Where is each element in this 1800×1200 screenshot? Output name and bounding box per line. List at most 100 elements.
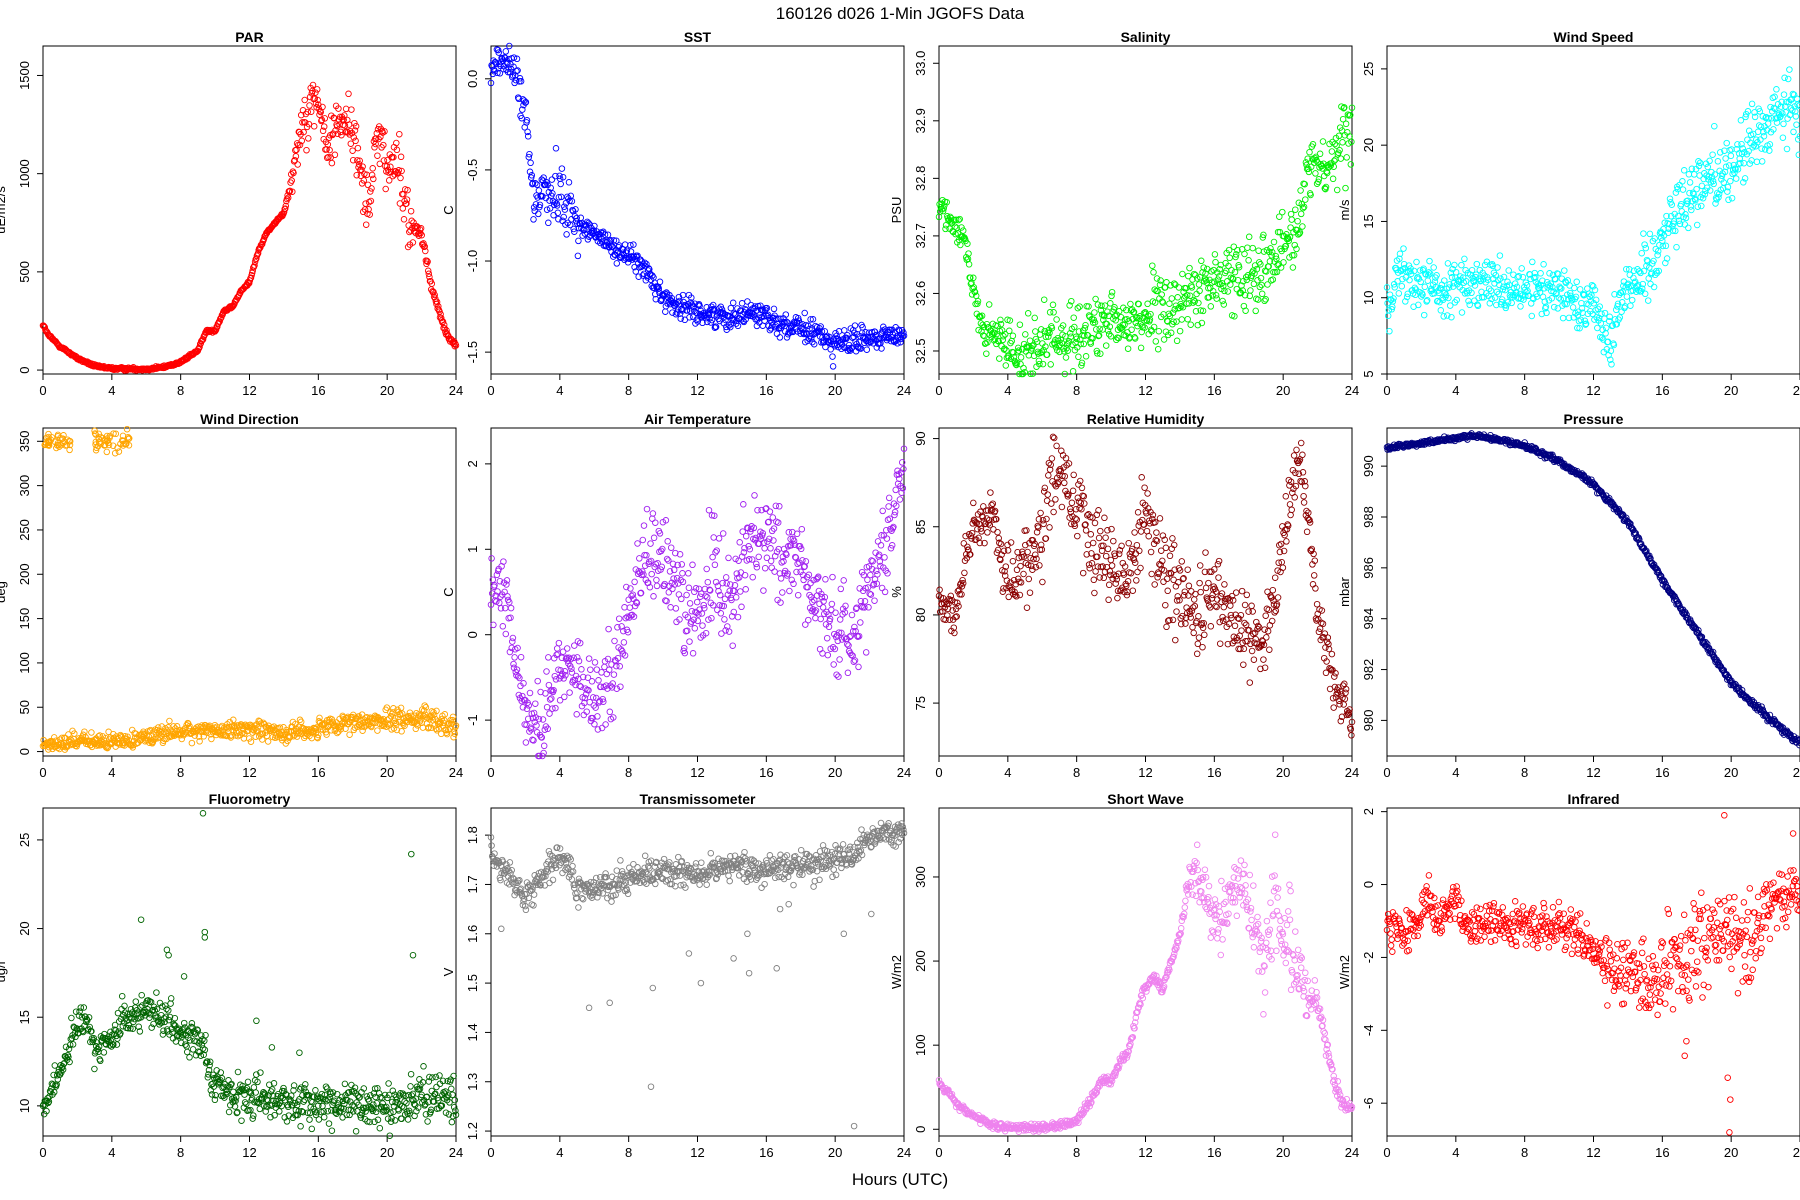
data-point (1693, 221, 1701, 229)
data-points (487, 42, 908, 370)
data-point (602, 721, 609, 728)
data-point (548, 176, 556, 183)
data-point (723, 580, 730, 587)
data-point (545, 681, 553, 689)
data-point (369, 165, 376, 172)
data-point (416, 226, 424, 233)
data-point (1168, 295, 1176, 302)
data-point (1201, 631, 1208, 639)
data-point (829, 573, 836, 581)
data-point (822, 576, 829, 583)
data-point (324, 141, 332, 148)
data-point (396, 130, 403, 138)
data-point (1162, 544, 1170, 552)
data-point (298, 137, 306, 145)
data-point (531, 207, 538, 215)
data-point (1329, 175, 1337, 183)
data-point (877, 542, 885, 549)
data-point (1711, 122, 1718, 130)
data-point (802, 558, 810, 565)
data-point (345, 90, 352, 98)
data-point (1627, 302, 1634, 309)
data-point (1016, 321, 1024, 328)
data-point (1189, 604, 1197, 611)
data-point (725, 554, 732, 562)
y-tick-label: 1500 (17, 61, 32, 90)
data-point (370, 175, 377, 183)
x-tick-label: 24 (1793, 383, 1800, 398)
data-point (408, 217, 415, 225)
data-point (1245, 233, 1253, 241)
data-point (437, 314, 445, 322)
x-tick-label: 16 (311, 765, 325, 780)
data-point (1758, 158, 1766, 165)
data-point (381, 128, 388, 135)
y-tick-label: 100 (17, 652, 32, 674)
data-point (354, 157, 361, 164)
data-point (501, 54, 509, 62)
data-point (1090, 576, 1098, 584)
data-point (431, 291, 438, 299)
x-tick-label: 8 (177, 383, 184, 398)
data-point (1193, 650, 1201, 658)
data-point (42, 326, 49, 334)
data-point (380, 141, 387, 149)
y-tick-label: 50 (17, 700, 32, 714)
data-point (1679, 178, 1686, 185)
data-point (488, 555, 495, 562)
panel-title: Wind Speed (1554, 29, 1634, 45)
data-point (301, 96, 308, 104)
data-points (487, 445, 908, 760)
data-point (738, 603, 745, 611)
data-point (1148, 570, 1155, 578)
data-point (965, 261, 973, 268)
data-point (418, 231, 425, 239)
data-point (430, 288, 437, 296)
data-point (1176, 567, 1184, 574)
data-point (871, 597, 878, 604)
data-point (643, 505, 651, 513)
data-point (403, 196, 411, 203)
y-tick-label: 15 (1361, 214, 1376, 228)
data-point (1780, 120, 1787, 128)
data-point (1709, 151, 1716, 158)
data-point (543, 703, 551, 711)
data-point (561, 693, 568, 701)
data-point (1137, 528, 1145, 535)
data-point (393, 139, 400, 147)
data-point (393, 146, 401, 154)
data-point (526, 150, 533, 158)
data-point (742, 586, 749, 593)
data-point (1790, 128, 1797, 136)
x-tick-label: 0 (935, 765, 942, 780)
y-axis-label: m/s (1337, 199, 1352, 220)
data-point (761, 545, 768, 552)
data-point (885, 494, 893, 502)
panel-title: Wind Direction (200, 411, 299, 427)
data-point (1190, 629, 1197, 637)
data-points (39, 425, 460, 753)
data-point (1519, 273, 1527, 281)
x-tick-label: 12 (1138, 383, 1152, 398)
data-point (1384, 312, 1392, 320)
data-point (653, 576, 660, 584)
data-point (1226, 254, 1233, 262)
data-point (1154, 345, 1162, 353)
data-point (985, 301, 993, 308)
data-point (539, 193, 546, 200)
data-point (536, 201, 544, 209)
data-point (1149, 262, 1156, 269)
data-point (390, 153, 397, 161)
data-point (738, 300, 746, 307)
data-point (342, 105, 350, 113)
data-point (1176, 327, 1184, 335)
data-point (836, 616, 844, 623)
data-point (307, 108, 315, 115)
data-point (539, 716, 547, 723)
data-point (960, 540, 968, 547)
data-point (1216, 640, 1224, 647)
data-point (1782, 109, 1790, 116)
data-point (1247, 287, 1254, 294)
data-point (1430, 264, 1437, 271)
data-point (1072, 505, 1080, 513)
